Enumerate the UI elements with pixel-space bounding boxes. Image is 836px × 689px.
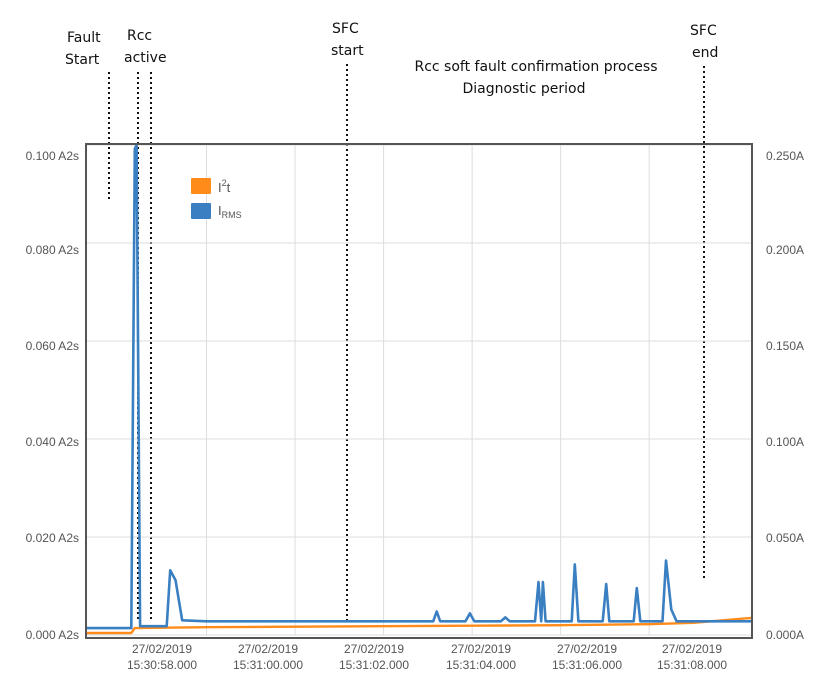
annotation-sfc-start-line1: SFC [332, 21, 359, 37]
y-right-tick-label: 0.200A [766, 243, 804, 257]
legend-swatch-irms[interactable] [191, 203, 211, 219]
y-axis-right: 0.000A 0.050A 0.100A 0.150A 0.200A 0.250… [766, 149, 804, 642]
legend-irms-sub: RMS [222, 210, 242, 220]
x-tick-date: 27/02/2019 [451, 642, 511, 656]
x-axis: 27/02/2019 15:30:58.000 27/02/2019 15:31… [127, 642, 727, 672]
y-right-tick-label: 0.100A [766, 435, 804, 449]
annotation-sfc-start-line2: start [331, 43, 364, 59]
legend: I2t IRMS [191, 178, 242, 220]
legend-swatch-i2t[interactable] [191, 178, 211, 194]
y-left-tick-label: 0.060 A2s [26, 339, 79, 353]
y-left-tick-label: 0.020 A2s [26, 531, 79, 545]
legend-label-i2t: I2t [218, 178, 231, 195]
x-tick-date: 27/02/2019 [662, 642, 722, 656]
annotation-rcc-active-line2: active [124, 50, 167, 66]
annotation-sfc-end-line2: end [692, 45, 718, 61]
annotation-rcc-active-line1: Rcc [127, 28, 152, 44]
legend-i2t-sup: 2 [222, 178, 227, 188]
x-tick-date: 27/02/2019 [344, 642, 404, 656]
annotation-diagnostic-line1: Rcc soft fault confirmation process [414, 59, 657, 75]
y-right-tick-label: 0.150A [766, 339, 804, 353]
legend-i2t-suffix: t [227, 180, 231, 195]
x-tick-time: 15:31:04.000 [446, 658, 516, 672]
series-line-i2t [87, 616, 752, 635]
y-left-tick-label: 0.100 A2s [26, 149, 79, 163]
x-tick-date: 27/02/2019 [132, 642, 192, 656]
y-axis-left: 0.000 A2s 0.020 A2s 0.040 A2s 0.060 A2s … [26, 149, 79, 642]
y-right-tick-label: 0.000A [766, 628, 804, 642]
legend-label-irms: IRMS [218, 203, 242, 220]
annotation-sfc-end-line1: SFC [690, 23, 717, 39]
x-tick-time: 15:31:00.000 [233, 658, 303, 672]
grid [87, 144, 751, 636]
plot-frame [85, 143, 753, 639]
annotation-fault-start-line2: Start [65, 52, 100, 68]
legend-irms-base: I [218, 203, 222, 218]
annotation-diagnostic-line2: Diagnostic period [463, 81, 586, 97]
annotation-fault-start-line1: Fault [67, 30, 101, 46]
x-tick-time: 15:31:06.000 [552, 658, 622, 672]
legend-i2t-base: I [218, 180, 222, 195]
x-tick-date: 27/02/2019 [557, 642, 617, 656]
x-tick-time: 15:30:58.000 [127, 658, 197, 672]
series-layer [87, 143, 752, 635]
y-left-tick-label: 0.000 A2s [26, 628, 79, 642]
y-right-tick-label: 0.050A [766, 531, 804, 545]
y-left-tick-label: 0.080 A2s [26, 243, 79, 257]
y-left-tick-label: 0.040 A2s [26, 435, 79, 449]
series-line-irms [87, 143, 751, 630]
y-right-tick-label: 0.250A [766, 149, 804, 163]
x-tick-time: 15:31:02.000 [339, 658, 409, 672]
x-tick-time: 15:31:08.000 [657, 658, 727, 672]
x-tick-date: 27/02/2019 [238, 642, 298, 656]
